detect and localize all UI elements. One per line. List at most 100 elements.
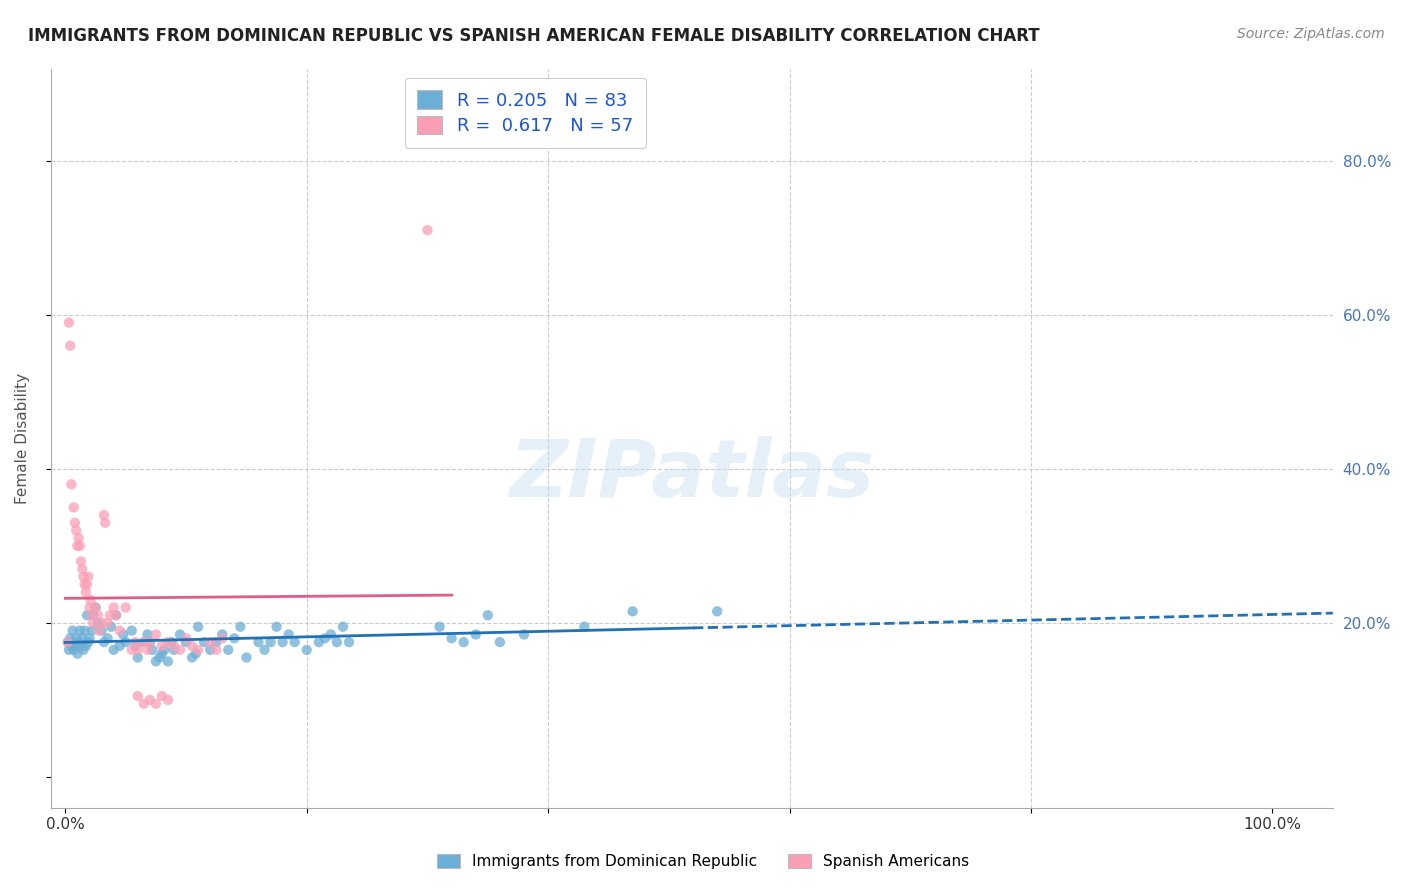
Point [69, 539, 91, 553]
Point [139, 635, 162, 649]
Point [87, 615, 110, 630]
Point [259, 635, 281, 649]
Point [139, 693, 162, 707]
Point [80, 608, 103, 623]
Point [247, 635, 270, 649]
Point [80, 624, 103, 638]
Point [56, 635, 79, 649]
Point [198, 643, 221, 657]
Point [205, 643, 228, 657]
Point [181, 650, 204, 665]
Point [205, 635, 228, 649]
Point [63, 516, 86, 530]
Point [574, 620, 596, 634]
Point [464, 627, 486, 641]
Point [169, 643, 191, 657]
Point [87, 624, 110, 638]
Point [136, 643, 159, 657]
Point [156, 693, 179, 707]
Point [94, 516, 117, 530]
Point [121, 624, 143, 638]
Point [66, 647, 89, 661]
Point [217, 643, 239, 657]
Point [59, 339, 82, 353]
Point [295, 643, 318, 657]
Point [429, 620, 451, 634]
Point [160, 635, 183, 649]
Point [150, 647, 173, 661]
Point [58, 643, 80, 657]
Point [76, 577, 98, 591]
Point [82, 608, 104, 623]
Point [59, 632, 82, 646]
Text: ZIPatlas: ZIPatlas [509, 436, 875, 514]
Point [72, 570, 94, 584]
Point [489, 635, 512, 649]
Point [235, 650, 257, 665]
Point [63, 639, 86, 653]
Legend: R = 0.205   N = 83, R =  0.617   N = 57: R = 0.205 N = 83, R = 0.617 N = 57 [405, 78, 645, 148]
Point [253, 643, 276, 657]
Point [112, 627, 135, 641]
Point [108, 624, 131, 638]
Point [136, 627, 159, 641]
Point [79, 600, 101, 615]
Point [284, 635, 307, 649]
Point [187, 620, 209, 634]
Point [76, 608, 98, 623]
Point [453, 635, 475, 649]
Point [141, 643, 163, 657]
Point [513, 627, 536, 641]
Point [73, 624, 96, 638]
Legend: Immigrants from Dominican Republic, Spanish Americans: Immigrants from Dominican Republic, Span… [430, 848, 976, 875]
Point [181, 639, 204, 653]
Point [103, 643, 125, 657]
Point [98, 608, 121, 623]
Point [169, 627, 191, 641]
Point [70, 554, 93, 568]
Point [121, 643, 143, 657]
Point [132, 635, 155, 649]
Point [67, 635, 90, 649]
Point [66, 539, 89, 553]
Point [75, 639, 97, 653]
Point [211, 632, 233, 646]
Point [62, 500, 84, 515]
Point [229, 620, 252, 634]
Point [706, 604, 728, 618]
Point [174, 632, 197, 646]
Point [277, 627, 299, 641]
Point [62, 643, 84, 657]
Point [103, 600, 125, 615]
Point [314, 632, 336, 646]
Point [477, 608, 499, 623]
Point [65, 524, 87, 538]
Point [93, 635, 115, 649]
Point [184, 647, 207, 661]
Point [70, 632, 93, 646]
Point [224, 632, 246, 646]
Point [77, 635, 100, 649]
Point [127, 643, 149, 657]
Point [97, 632, 120, 646]
Point [145, 627, 167, 641]
Point [105, 608, 128, 623]
Point [132, 635, 155, 649]
Point [266, 620, 288, 634]
Point [332, 620, 354, 634]
Point [100, 620, 122, 634]
Y-axis label: Female Disability: Female Disability [15, 373, 30, 504]
Point [174, 635, 197, 649]
Point [72, 643, 94, 657]
Point [124, 635, 146, 649]
Point [139, 635, 162, 649]
Point [163, 639, 186, 653]
Point [70, 639, 93, 653]
Point [84, 600, 107, 615]
Point [58, 316, 80, 330]
Point [73, 577, 96, 591]
Point [79, 592, 101, 607]
Point [198, 635, 221, 649]
Point [93, 508, 115, 522]
Point [90, 615, 112, 630]
